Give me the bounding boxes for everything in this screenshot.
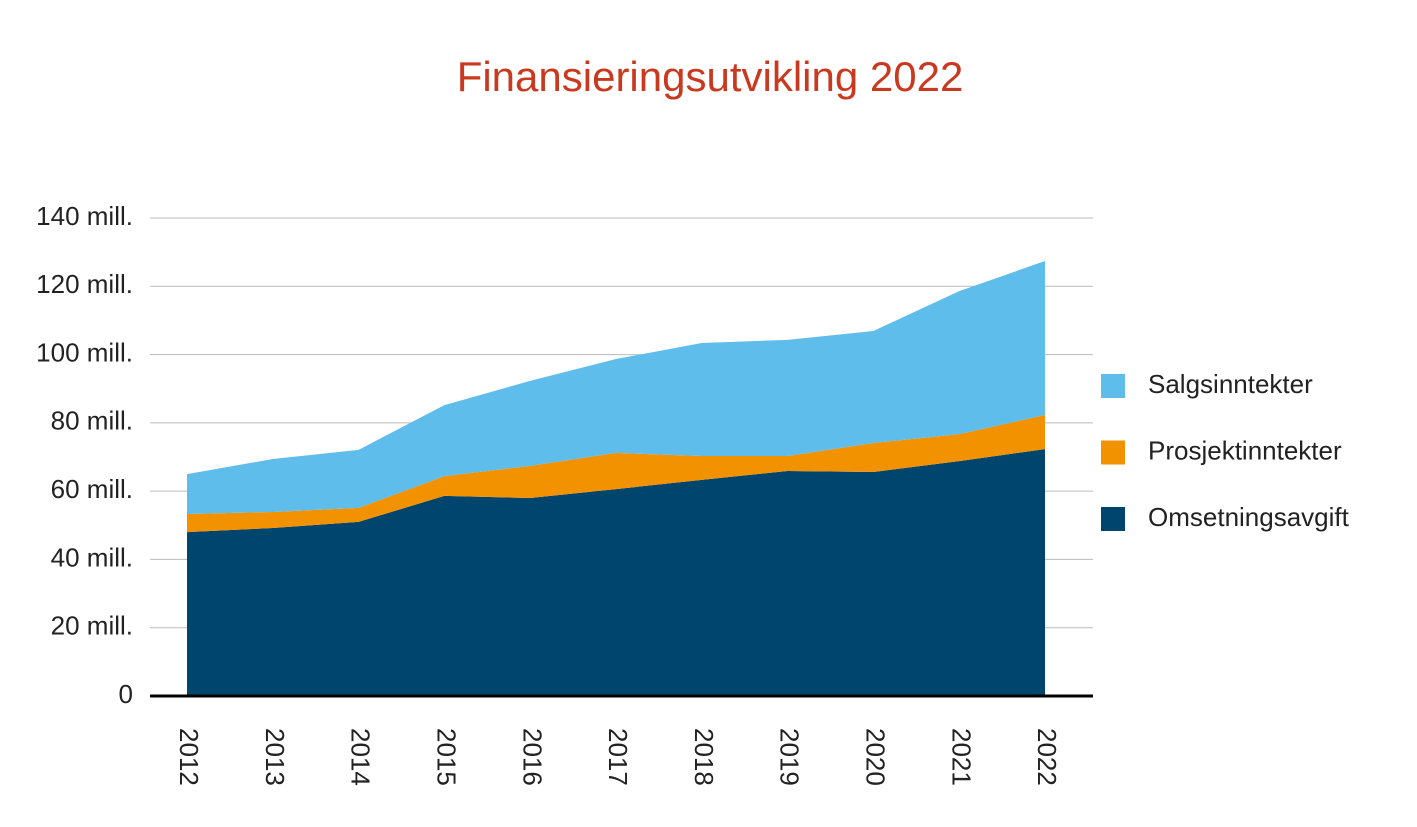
x-tick-label: 2020 — [861, 728, 891, 786]
y-tick-label: 100 mill. — [36, 337, 133, 367]
y-tick-label: 120 mill. — [36, 269, 133, 299]
area — [187, 415, 1045, 533]
y-tick-label: 140 mill. — [36, 201, 133, 231]
y-tick-label: 60 mill. — [51, 474, 133, 504]
legend-swatch — [1101, 374, 1125, 398]
y-tick-label: 80 mill. — [51, 406, 133, 436]
y-tick-label: 40 mill. — [51, 542, 133, 572]
area — [187, 449, 1045, 696]
chart-title: Finansieringsutvikling 2022 — [457, 53, 964, 100]
legend-label: Omsetningsavgift — [1148, 502, 1350, 532]
x-tick-label: 2022 — [1032, 728, 1062, 786]
legend-label: Prosjektinntekter — [1148, 435, 1342, 465]
x-tick-label: 2012 — [174, 728, 204, 786]
x-tick-label: 2019 — [775, 728, 805, 786]
x-tick-label: 2014 — [346, 728, 376, 786]
x-tick-label: 2016 — [517, 728, 547, 786]
x-tick-label: 2013 — [260, 728, 290, 786]
legend-swatch — [1101, 507, 1125, 531]
x-tick-label: 2015 — [432, 728, 462, 786]
x-tick-label: 2021 — [946, 728, 976, 786]
legend-label: Salgsinntekter — [1148, 369, 1313, 399]
x-tick-label: 2018 — [689, 728, 719, 786]
y-tick-label: 0 — [119, 679, 133, 709]
legend-swatch — [1101, 440, 1125, 465]
x-tick-label: 2017 — [603, 728, 633, 786]
area — [187, 261, 1045, 515]
y-tick-label: 20 mill. — [51, 611, 133, 641]
